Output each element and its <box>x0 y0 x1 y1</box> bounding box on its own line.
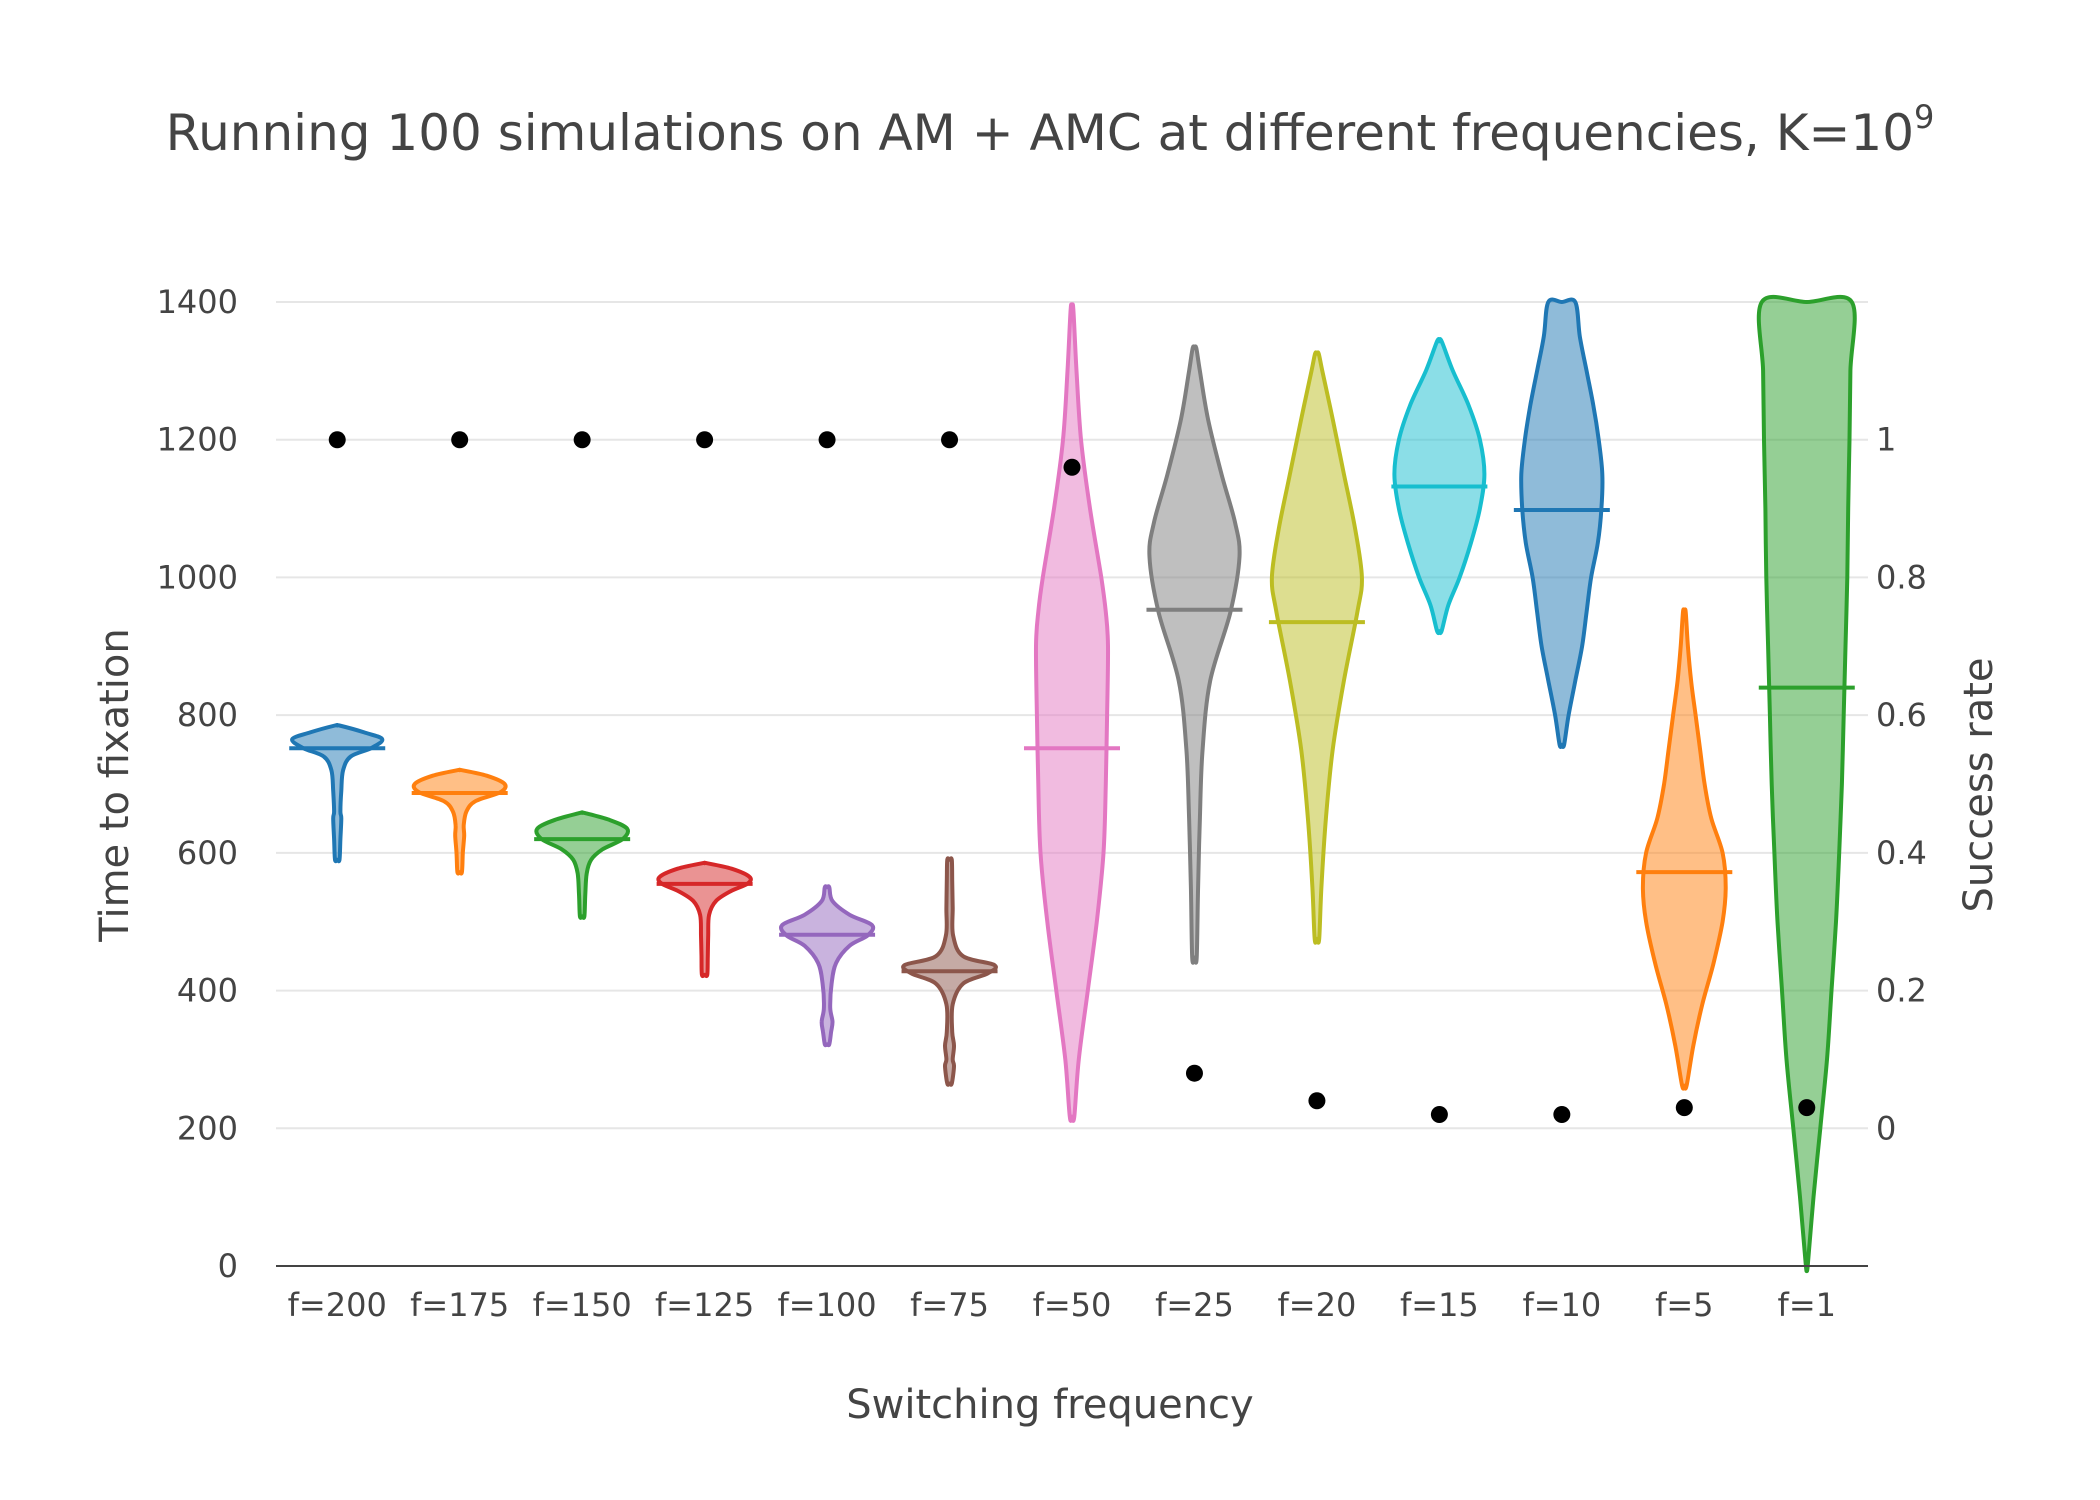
y2-tick-label: 0.6 <box>1876 696 1927 734</box>
y2-tick-label: 0 <box>1876 1109 1896 1147</box>
success-rate-point <box>696 431 714 449</box>
violin-body <box>1147 344 1242 965</box>
success-rate-points <box>328 431 1816 1124</box>
y-tick-label: 1000 <box>157 558 238 596</box>
y2-tick-label: 0.8 <box>1876 558 1927 596</box>
success-rate-point <box>1675 1099 1693 1117</box>
violin-body <box>779 884 876 1048</box>
y-tick-label: 1400 <box>157 283 238 321</box>
success-rate-point <box>1798 1099 1816 1117</box>
x-axis-title: Switching frequency <box>846 1382 1253 1428</box>
violin-body <box>534 810 630 920</box>
success-rate-point <box>328 431 346 449</box>
y-axis-title: Time to fixation <box>92 628 138 942</box>
violin-f=175 <box>411 767 508 876</box>
x-tick-label: f=20 <box>1278 1286 1357 1324</box>
y2-tick-label: 0.2 <box>1876 972 1927 1010</box>
y-tick-label: 400 <box>177 972 238 1010</box>
x-tick-label: f=175 <box>410 1286 509 1324</box>
violins <box>289 294 1857 1274</box>
x-tick-label: f=25 <box>1155 1286 1234 1324</box>
violin-body <box>656 860 753 979</box>
x-tick-label: f=1 <box>1778 1286 1836 1324</box>
violin-f=100 <box>779 884 876 1048</box>
chart-title-exponent: 9 <box>1914 98 1934 136</box>
violin-body <box>1033 302 1111 1123</box>
violin-f=200 <box>289 722 386 864</box>
success-rate-point <box>941 431 959 449</box>
success-rate-point <box>573 431 591 449</box>
success-rate-point <box>1185 1064 1203 1082</box>
x-tick-label: f=5 <box>1655 1286 1713 1324</box>
success-rate-point <box>1553 1106 1571 1124</box>
y2-tick-label: 0.4 <box>1876 834 1927 872</box>
success-rate-point <box>451 431 469 449</box>
violin-body <box>290 722 385 864</box>
chart-title: Running 100 simulations on AM + AMC at d… <box>166 98 1935 162</box>
y-tick-label: 0 <box>218 1247 238 1285</box>
chart-title-main: Running 100 simulations on AM + AMC at d… <box>166 104 1914 162</box>
success-rate-point <box>1308 1092 1326 1110</box>
success-rate-point <box>1063 458 1081 476</box>
violin-f=25 <box>1146 344 1243 965</box>
violin-body <box>1519 297 1605 749</box>
y-tick-label: 600 <box>177 834 238 872</box>
x-tick-label: f=75 <box>910 1286 989 1324</box>
violin-f=50 <box>1024 302 1120 1123</box>
y-tick-label: 1200 <box>157 421 238 459</box>
violin-f=125 <box>656 860 753 979</box>
violin-body <box>1756 294 1857 1274</box>
y-axis-right: 0 0.2 0.4 0.6 0.8 1 <box>1876 421 1927 1148</box>
x-tick-label: f=200 <box>288 1286 387 1324</box>
violin-f=5 <box>1636 607 1733 1091</box>
y-axis-left: 0 200 400 600 800 1000 1200 1400 <box>157 283 238 1285</box>
violin-f=1 <box>1756 294 1857 1274</box>
violin-f=15 <box>1391 337 1488 636</box>
x-tick-label: f=15 <box>1400 1286 1479 1324</box>
x-tick-label: f=150 <box>533 1286 632 1324</box>
x-tick-label: f=100 <box>777 1286 876 1324</box>
violin-body <box>411 767 508 876</box>
violin-f=20 <box>1268 350 1365 945</box>
success-rate-point <box>1430 1106 1448 1124</box>
y-tick-label: 200 <box>177 1109 238 1147</box>
x-tick-label: f=50 <box>1033 1286 1112 1324</box>
x-axis: f=200 f=175 f=150 f=125 f=100 f=75 f=50 f=25 f=2… <box>276 1265 1868 1324</box>
violin-body <box>1269 350 1364 945</box>
x-tick-label: f=125 <box>655 1286 754 1324</box>
x-tick-label: f=10 <box>1522 1286 1601 1324</box>
y2-tick-label: 1 <box>1876 421 1896 459</box>
violin-f=150 <box>534 810 631 920</box>
y-tick-label: 800 <box>177 696 238 734</box>
violin-f=75 <box>901 856 998 1087</box>
violin-f=10 <box>1513 297 1610 749</box>
success-rate-point <box>818 431 836 449</box>
y2-axis-title: Success rate <box>1956 658 2002 913</box>
violin-body <box>1640 607 1728 1091</box>
